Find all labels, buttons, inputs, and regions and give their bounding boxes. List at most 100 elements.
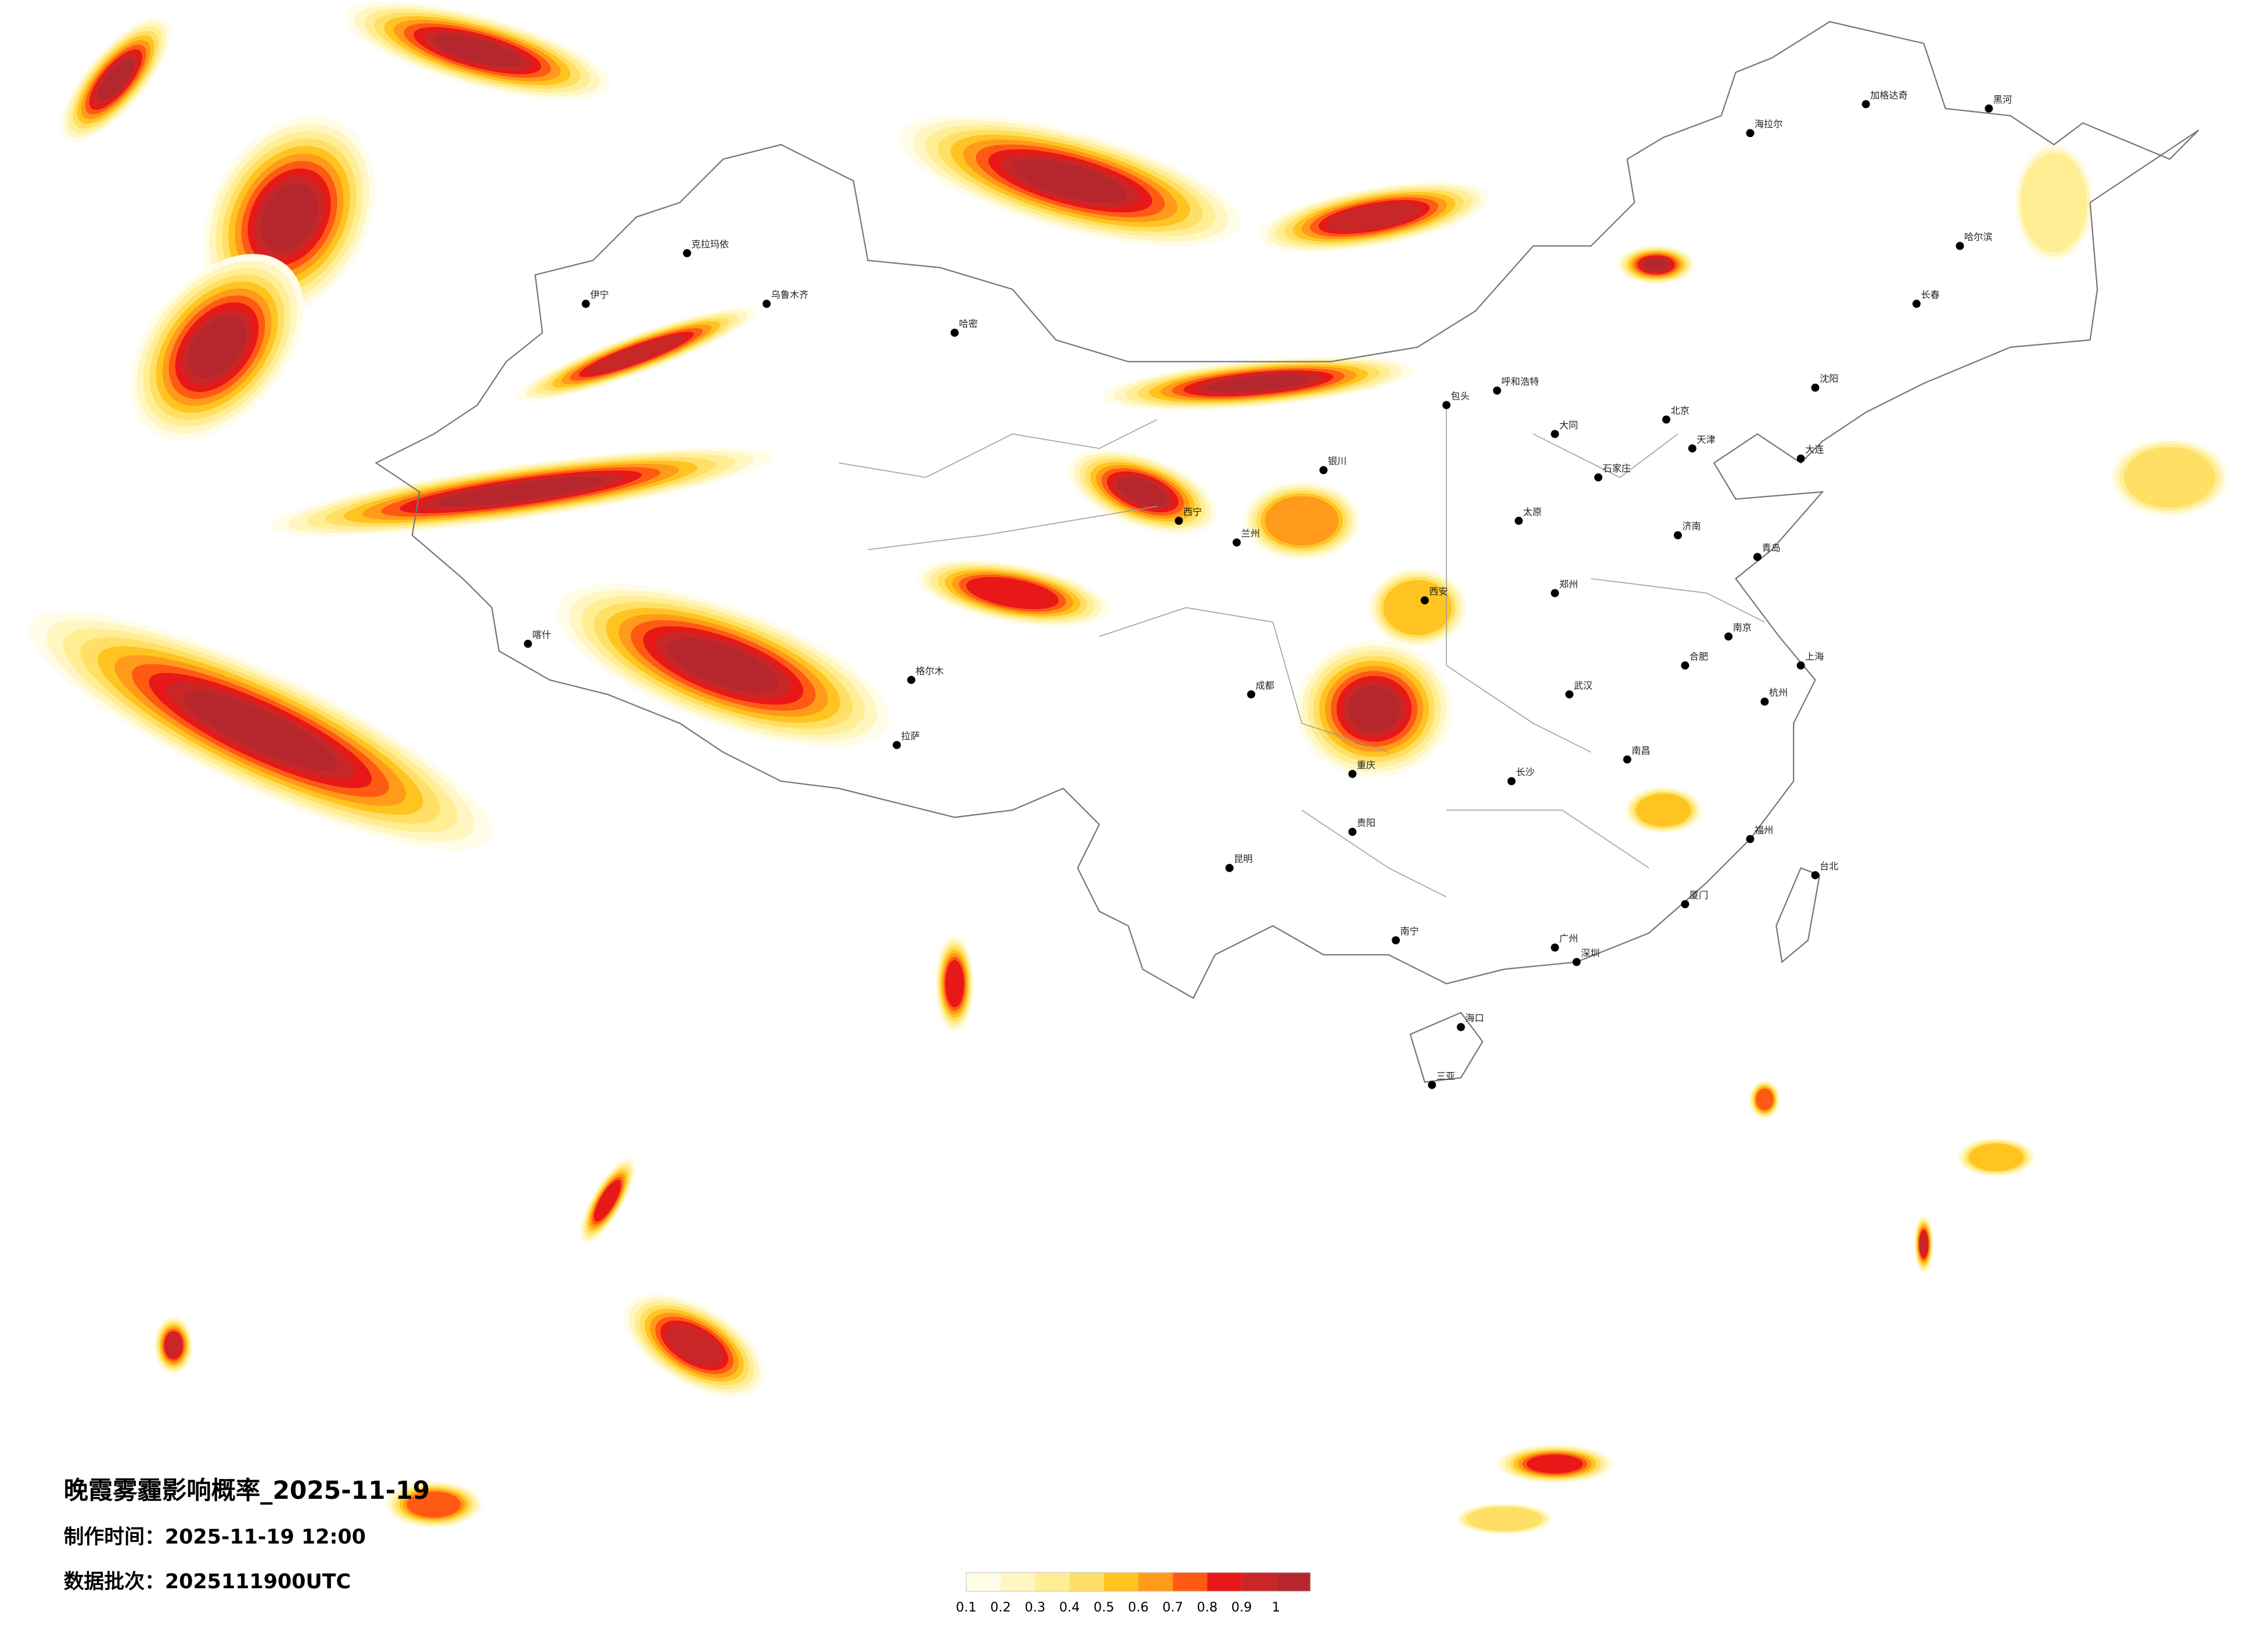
city-label: 台北 xyxy=(1820,861,1838,872)
haze-patch xyxy=(1117,477,1168,506)
legend-swatch xyxy=(1241,1572,1277,1592)
haze-patch xyxy=(433,34,522,67)
city-label: 格尔木 xyxy=(915,665,944,677)
legend-swatch xyxy=(1138,1572,1173,1592)
city-dot xyxy=(950,328,959,337)
city-label: 沈阳 xyxy=(1820,373,1838,384)
city-label: 海口 xyxy=(1465,1013,1484,1024)
city-dot xyxy=(524,639,532,648)
city-dot xyxy=(1428,1081,1436,1089)
haze-patch xyxy=(594,1179,621,1222)
haze-patch xyxy=(1013,159,1127,203)
city-label: 西宁 xyxy=(1183,506,1202,517)
city-label: 大连 xyxy=(1805,444,1824,455)
city-dot xyxy=(1912,300,1921,308)
city-dot xyxy=(1225,864,1234,872)
haze-patch xyxy=(1643,258,1669,272)
city-label: 青岛 xyxy=(1762,542,1780,553)
haze-patch xyxy=(1526,1454,1583,1474)
city-dot xyxy=(1724,632,1733,641)
city-dot xyxy=(1319,466,1328,474)
legend-swatch xyxy=(1000,1572,1036,1592)
city-label: 拉萨 xyxy=(901,731,920,742)
haze-patch xyxy=(407,1491,461,1518)
haze-patch xyxy=(1920,1232,1928,1256)
haze-patch xyxy=(2124,447,2216,508)
city-dot xyxy=(762,300,771,308)
haze-patch xyxy=(260,183,318,251)
legend-label: 0.9 xyxy=(1231,1600,1252,1615)
city-dot xyxy=(1811,383,1820,392)
hainan xyxy=(1409,1012,1484,1083)
city-dot xyxy=(1348,828,1357,836)
haze-patch xyxy=(437,477,605,507)
haze-patch xyxy=(666,1324,723,1366)
haze-patch xyxy=(667,638,779,693)
city-dot xyxy=(1348,769,1357,778)
haze-patch xyxy=(1206,374,1310,393)
city-label: 天津 xyxy=(1696,434,1715,445)
haze-patch xyxy=(1383,580,1452,635)
haze-patch xyxy=(966,577,1059,610)
city-dot xyxy=(1442,401,1451,409)
city-label: 重庆 xyxy=(1357,760,1375,771)
city-dot xyxy=(581,300,590,308)
legend-swatch xyxy=(1207,1572,1242,1592)
city-label: 三亚 xyxy=(1436,1070,1455,1081)
legend-swatch xyxy=(1069,1572,1104,1592)
legend-label: 0.6 xyxy=(1128,1600,1149,1615)
haze-patch xyxy=(188,316,246,379)
haze-patch xyxy=(1636,793,1691,827)
data-batch: 数据批次：2025111900UTC xyxy=(64,1570,351,1593)
haze-layer xyxy=(28,1,2229,1535)
city-label: 哈密 xyxy=(959,318,977,329)
legend-frame xyxy=(965,1572,1311,1592)
city-label: 太原 xyxy=(1523,506,1541,517)
city-label: 南宁 xyxy=(1400,926,1419,937)
city-dot xyxy=(1551,430,1559,438)
city-dot xyxy=(1688,444,1696,453)
city-label: 兰州 xyxy=(1241,528,1260,539)
city-label: 武汉 xyxy=(1574,680,1593,691)
city-label: 加格达奇 xyxy=(1870,89,1908,100)
city-dot xyxy=(1681,661,1690,670)
legend-swatch xyxy=(1173,1572,1207,1592)
city-label: 昆明 xyxy=(1234,854,1252,865)
province-lines xyxy=(839,405,1765,898)
city-label: 福州 xyxy=(1755,825,1773,836)
city-dot xyxy=(1457,1023,1465,1031)
city-dot xyxy=(1746,834,1755,843)
city-dot xyxy=(1673,531,1682,539)
city-label: 北京 xyxy=(1670,405,1689,416)
legend-label: 1 xyxy=(1272,1600,1280,1615)
city-dot xyxy=(1985,104,1993,113)
city-label: 南京 xyxy=(1733,622,1752,633)
haze-patch xyxy=(1348,686,1400,732)
city-dot xyxy=(1956,242,1964,250)
city-dot xyxy=(1811,871,1820,880)
haze-patch xyxy=(1327,202,1421,232)
city-label: 厦门 xyxy=(1690,890,1708,901)
legend-label: 0.1 xyxy=(956,1600,977,1615)
city-label: 南昌 xyxy=(1631,745,1650,756)
city-dot xyxy=(1514,516,1523,525)
legend-swatch xyxy=(966,1572,1001,1592)
city-label: 西安 xyxy=(1429,586,1448,597)
city-label: 喀什 xyxy=(532,629,551,641)
city-dot xyxy=(1507,777,1516,786)
city-label: 济南 xyxy=(1682,521,1701,532)
city-dot xyxy=(1565,690,1574,699)
legend-swatch xyxy=(1276,1572,1311,1592)
city-label: 长沙 xyxy=(1516,767,1534,778)
city-dot xyxy=(1493,386,1501,395)
city-dot xyxy=(1861,100,1870,109)
city-dot xyxy=(907,675,915,684)
city-dot xyxy=(1760,697,1769,706)
country-outline xyxy=(375,21,2199,999)
city-dot xyxy=(1594,473,1602,482)
city-label: 克拉玛依 xyxy=(691,239,729,250)
city-label: 深圳 xyxy=(1581,948,1600,959)
city-label: 成都 xyxy=(1256,680,1274,691)
legend-label: 0.2 xyxy=(990,1600,1011,1615)
